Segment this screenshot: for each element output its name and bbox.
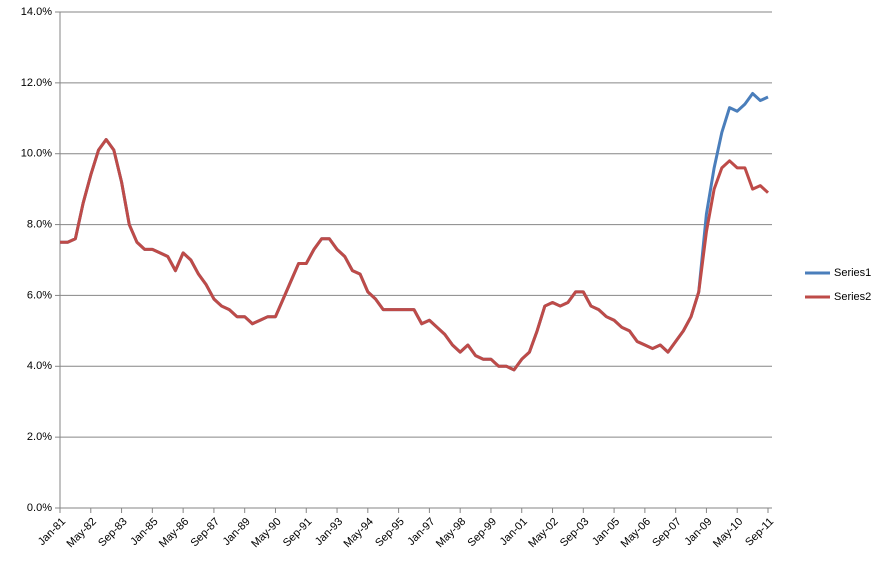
x-tick-label: Sep-87 <box>189 516 223 550</box>
x-tick-label: May-94 <box>342 516 376 550</box>
x-tick-label: Sep-03 <box>558 516 592 550</box>
x-tick-label: Sep-83 <box>96 516 130 550</box>
x-tick-label: Sep-99 <box>466 516 500 550</box>
x-tick-label: Jan-85 <box>128 516 160 548</box>
x-tick-label: May-86 <box>157 516 191 550</box>
legend-label: Series1 <box>834 267 871 279</box>
x-tick-label: Jan-05 <box>590 516 622 548</box>
x-tick-label: Jan-01 <box>498 516 530 548</box>
series-line <box>60 91 769 372</box>
y-tick-label: 8.0% <box>27 218 52 230</box>
x-tick-label: Jan-93 <box>313 516 345 548</box>
x-tick-label: May-98 <box>434 516 468 550</box>
y-tick-label: 2.0% <box>27 431 52 443</box>
x-tick-label: Jan-89 <box>221 516 253 548</box>
x-tick-label: May-06 <box>619 516 653 550</box>
y-tick-label: 6.0% <box>27 289 52 301</box>
x-tick-label: Jan-81 <box>36 516 68 548</box>
x-tick-label: Jan-97 <box>405 516 437 548</box>
y-tick-label: 12.0% <box>21 77 52 89</box>
y-tick-label: 14.0% <box>21 6 52 18</box>
y-tick-label: 0.0% <box>27 502 52 514</box>
x-tick-label: Sep-07 <box>650 516 684 550</box>
x-tick-label: Sep-11 <box>743 516 776 549</box>
legend-label: Series2 <box>834 291 871 303</box>
x-tick-label: May-82 <box>65 516 99 550</box>
x-tick-label: May-10 <box>711 516 745 550</box>
x-tick-label: Jan-09 <box>682 516 714 548</box>
y-tick-label: 4.0% <box>27 360 52 372</box>
series-line <box>60 138 770 372</box>
x-tick-label: Sep-95 <box>373 516 407 550</box>
x-tick-label: Sep-91 <box>281 516 315 550</box>
y-tick-label: 10.0% <box>21 148 52 160</box>
x-tick-label: May-02 <box>526 516 560 550</box>
x-tick-label: May-90 <box>249 516 283 550</box>
